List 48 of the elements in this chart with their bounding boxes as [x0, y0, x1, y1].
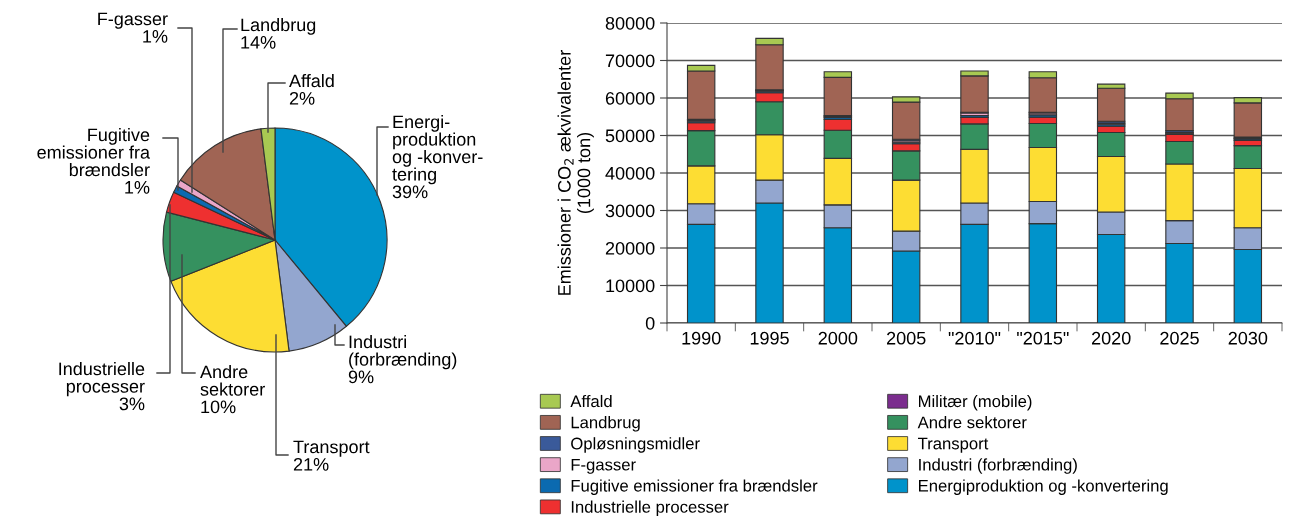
y-tick-label: 60000: [605, 91, 655, 105]
y-tick-label: 20000: [605, 241, 655, 255]
legend-label: Fugitive emissioner fra brændsler: [571, 479, 818, 495]
slice-label: Andre sektorer: [200, 365, 265, 396]
y-tick-label: 50000: [605, 129, 655, 143]
legend-label: Landbrug: [571, 416, 640, 432]
data-label: 10%: [201, 400, 236, 414]
slice-label: Industri (forbrænding): [349, 335, 457, 370]
x-tick-label: 1995: [750, 331, 789, 345]
data-label: 39%: [392, 185, 428, 199]
data-label: 14%: [241, 36, 276, 49]
slice-label: Transport: [293, 440, 370, 457]
x-tick-label: 2025: [1160, 331, 1199, 345]
y-tick-label: 80000: [605, 16, 655, 30]
y-axis-title: Emissioner i CO$_{2}$ ækvivalenter (1000 ton): [557, 50, 594, 295]
x-tick-label: 2020: [1091, 331, 1131, 345]
legend-label: Opløsningsmidler: [571, 437, 700, 453]
legend-label: Industrielle processer: [571, 500, 729, 517]
y-tick-label: 0: [645, 316, 655, 330]
y-tick-label: 30000: [605, 204, 655, 218]
data-label: 21%: [293, 457, 329, 471]
x-tick-label: 2030: [1228, 331, 1268, 345]
y-tick-label: 10000: [606, 279, 655, 293]
data-label: 3%: [119, 397, 145, 411]
x-tick-label: "2015": [1017, 331, 1069, 345]
slice-label: Landbrug: [241, 18, 316, 35]
x-tick-label: 2005: [886, 331, 926, 345]
slice-label: F-gasser: [98, 12, 168, 29]
x-tick-label: "2010": [948, 331, 1001, 345]
data-label: 9%: [348, 370, 374, 384]
y-tick-label: 40000: [605, 166, 655, 180]
slice-label: Fugitive emissioner fra brændsler: [37, 128, 151, 177]
legend-label: Industri (forbrænding): [919, 458, 1077, 474]
slice-label: Affald: [289, 74, 334, 88]
data-label: 1%: [143, 30, 168, 43]
legend-label: F-gasser: [571, 458, 636, 474]
legend-label: Andre sektorer: [917, 416, 1027, 429]
slice-label: Energi- produktion og -konver- tering: [392, 115, 483, 185]
legend-label: Transport: [918, 437, 989, 453]
slice-label: Industrielle processer: [59, 362, 145, 397]
x-tick-label: 1990: [682, 331, 721, 345]
legend-label: Affald: [570, 394, 612, 408]
y-tick-label: 70000: [605, 54, 655, 68]
data-label: 1%: [125, 181, 150, 194]
data-label: 2%: [289, 91, 315, 105]
legend-label: Militær (mobile): [919, 394, 1032, 411]
legend-label: Energiproduktion og -konvertering: [919, 479, 1168, 495]
x-tick-label: 2000: [818, 331, 858, 345]
